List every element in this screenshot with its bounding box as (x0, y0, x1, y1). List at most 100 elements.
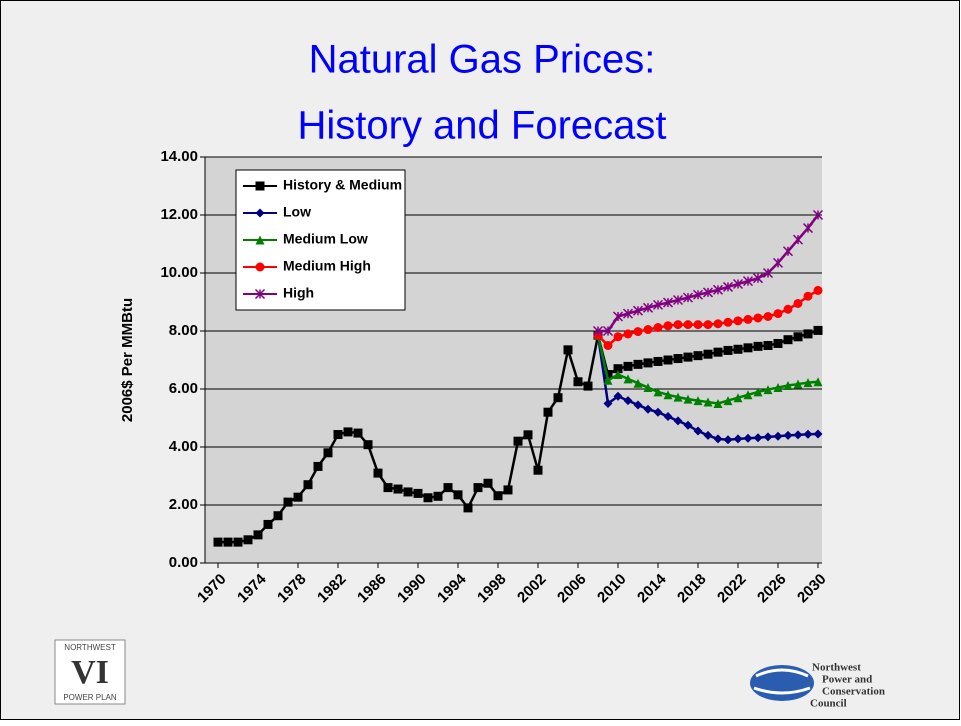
marker (683, 352, 693, 362)
logo-text: POWER PLAN (63, 693, 117, 702)
marker (255, 262, 265, 272)
title-line: History and Forecast (297, 104, 666, 148)
logo-text: Conservation (822, 686, 885, 698)
legend-label: High (283, 285, 314, 301)
legend-label: History & Medium (283, 177, 402, 193)
marker (813, 377, 823, 387)
marker (413, 488, 423, 498)
marker (662, 297, 674, 308)
marker (333, 430, 343, 440)
marker (763, 432, 773, 442)
marker (213, 537, 223, 547)
marker (772, 257, 784, 268)
marker (683, 320, 693, 330)
marker (603, 370, 613, 379)
marker (713, 434, 723, 444)
marker (673, 320, 683, 330)
marker (473, 483, 483, 493)
marker (433, 491, 443, 501)
marker (723, 317, 733, 327)
marker (393, 484, 403, 494)
y-tick-label: 12.00 (160, 206, 198, 223)
marker (223, 537, 233, 547)
marker (753, 433, 763, 443)
marker (573, 377, 583, 387)
logo-swirl (753, 668, 811, 695)
marker (692, 289, 704, 300)
marker (273, 511, 283, 521)
marker (253, 530, 263, 540)
marker (623, 361, 633, 371)
marker (453, 490, 463, 500)
marker (763, 312, 773, 321)
marker (653, 356, 663, 366)
marker (712, 284, 724, 295)
marker (693, 320, 703, 330)
marker (703, 430, 713, 440)
marker (633, 327, 643, 337)
marker (783, 335, 793, 345)
marker (793, 298, 803, 308)
marker (603, 375, 613, 385)
marker (743, 314, 753, 324)
marker (793, 379, 803, 389)
marker (783, 304, 793, 314)
marker (733, 316, 743, 326)
marker (752, 273, 764, 284)
marker (343, 427, 353, 437)
marker (283, 497, 293, 507)
marker (293, 492, 303, 502)
marker (702, 287, 714, 298)
marker (653, 387, 663, 397)
marker (813, 429, 823, 439)
marker (713, 347, 723, 357)
marker (812, 209, 824, 221)
marker (763, 385, 773, 395)
legend-label: Medium High (283, 258, 371, 274)
marker (603, 341, 613, 350)
marker (673, 354, 683, 364)
marker (813, 285, 823, 295)
marker (722, 281, 734, 292)
marker (643, 404, 653, 414)
logo-text: NORTHWEST (64, 643, 116, 652)
marker (583, 381, 593, 391)
marker (513, 436, 523, 446)
marker (623, 374, 633, 384)
marker (773, 338, 783, 348)
marker (733, 344, 743, 354)
marker (243, 535, 253, 545)
marker (603, 399, 613, 408)
marker (733, 434, 743, 444)
marker (673, 392, 683, 402)
marker (762, 267, 774, 279)
marker (782, 246, 794, 257)
y-tick-label: 14.00 (160, 148, 198, 165)
marker (254, 288, 266, 300)
marker (723, 396, 733, 406)
marker (503, 485, 513, 495)
marker (373, 468, 383, 478)
marker (743, 343, 753, 353)
y-tick-label: 8.00 (169, 322, 198, 339)
marker (602, 325, 614, 337)
marker (713, 319, 723, 329)
left-logo: NORTHWEST VI POWER PLAN (54, 639, 126, 705)
marker (255, 235, 265, 245)
marker (523, 430, 533, 440)
legend-label: Medium Low (283, 231, 368, 247)
marker (803, 378, 813, 388)
marker (672, 294, 684, 306)
marker (773, 383, 783, 393)
marker (792, 234, 804, 245)
marker (543, 407, 553, 417)
y-tick-label: 10.00 (160, 264, 198, 281)
marker (613, 364, 623, 374)
y-tick-label: 2.00 (169, 496, 198, 513)
marker (803, 291, 813, 301)
marker (633, 359, 643, 369)
y-axis-label: 2006$ Per MMBtu (119, 298, 136, 422)
marker (403, 487, 413, 497)
logo-text: Council (810, 698, 847, 710)
marker (653, 323, 663, 333)
